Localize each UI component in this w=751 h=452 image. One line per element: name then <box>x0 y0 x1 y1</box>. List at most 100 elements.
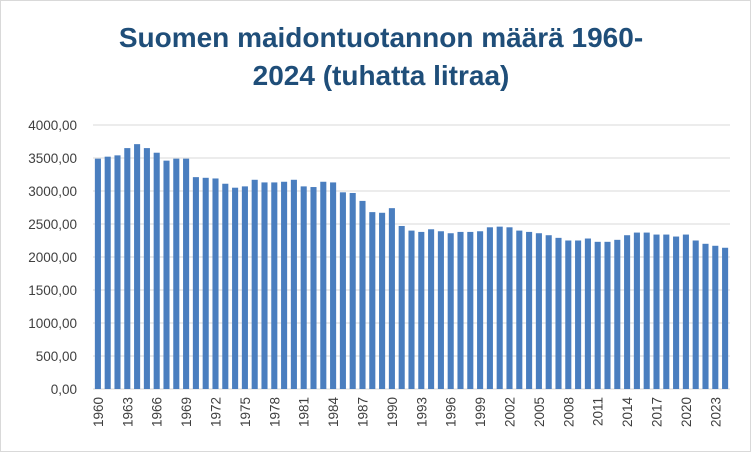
x-tick-label: 1990 <box>385 397 400 427</box>
x-tick-label: 1960 <box>91 397 106 427</box>
bar-1984 <box>330 182 337 389</box>
bars <box>94 144 729 389</box>
bar-2009 <box>575 240 582 389</box>
x-tick-label: 2002 <box>503 397 518 427</box>
bar-1992 <box>408 230 415 389</box>
x-tick-label: 2017 <box>650 397 665 427</box>
x-axis-tick-labels: 1960 1963 1966 1969 1972 1975 1978 1981 1984 1987… <box>91 397 723 428</box>
bar-2024 <box>722 247 729 389</box>
bar-1986 <box>349 192 356 389</box>
bar-1977 <box>261 182 268 389</box>
bar-1969 <box>183 158 190 389</box>
bar-2022 <box>702 243 709 389</box>
x-tick-label: 1978 <box>267 397 282 427</box>
bar-2008 <box>565 240 572 389</box>
x-tick-label: 1987 <box>356 397 371 427</box>
bar-2019 <box>673 236 680 389</box>
bar-2004 <box>526 231 533 389</box>
bar-1993 <box>418 231 425 389</box>
bar-1998 <box>467 231 474 389</box>
bar-1978 <box>271 182 278 389</box>
bar-1962 <box>114 155 121 389</box>
x-tick-label: 1996 <box>444 397 459 427</box>
x-tick-label: 1999 <box>473 397 488 427</box>
bar-1995 <box>437 231 444 389</box>
bar-1988 <box>369 212 376 389</box>
x-tick-label: 1966 <box>150 397 165 427</box>
chart-title-line-2: 2024 (tuhatta litraa) <box>252 60 510 91</box>
bar-1979 <box>281 181 288 389</box>
bar-1973 <box>222 183 229 389</box>
bar-2014 <box>624 235 631 389</box>
chart-title: Suomen maidontuotannon määrä 1960- 2024 … <box>61 19 701 95</box>
bar-1965 <box>143 148 150 389</box>
x-tick-label: 2020 <box>679 397 694 427</box>
bar-1976 <box>251 179 258 389</box>
bar-2020 <box>682 234 689 389</box>
bar-1980 <box>290 179 297 389</box>
x-tick-label: 1969 <box>179 397 194 427</box>
bar-1968 <box>173 158 180 389</box>
x-tick-label: 1975 <box>238 397 253 427</box>
bar-2011 <box>594 241 601 389</box>
x-tick-label: 1981 <box>297 397 312 427</box>
bar-1970 <box>192 177 199 389</box>
bar-1960 <box>94 158 101 389</box>
y-tick-label: 0,00 <box>51 382 77 397</box>
bar-1991 <box>398 225 405 389</box>
y-tick-label: 2500,00 <box>28 217 77 232</box>
x-tick-label: 1984 <box>326 397 341 428</box>
x-tick-label: 2005 <box>532 397 547 427</box>
bar-2021 <box>692 240 699 389</box>
bar-2003 <box>516 230 523 389</box>
bar-2005 <box>535 233 542 389</box>
bar-1975 <box>241 186 248 389</box>
y-tick-label: 4000,00 <box>28 118 77 133</box>
bar-2012 <box>604 241 611 389</box>
bar-2018 <box>663 234 670 389</box>
bar-2000 <box>486 227 493 389</box>
bar-2016 <box>643 232 650 389</box>
bar-1971 <box>202 177 209 389</box>
y-tick-label: 3500,00 <box>28 151 77 166</box>
bar-1997 <box>457 231 464 389</box>
bar-1989 <box>379 212 386 389</box>
bar-2002 <box>506 227 513 389</box>
bar-1999 <box>477 231 484 389</box>
bar-1985 <box>339 192 346 389</box>
bar-1983 <box>320 181 327 389</box>
bar-1996 <box>447 233 454 389</box>
bar-1990 <box>388 208 395 389</box>
bar-2006 <box>545 235 552 389</box>
bar-1961 <box>104 156 111 389</box>
x-tick-label: 1963 <box>120 397 135 427</box>
bar-2023 <box>712 245 719 389</box>
bar-1967 <box>163 160 170 389</box>
bar-2015 <box>633 232 640 389</box>
x-tick-label: 2023 <box>708 397 723 427</box>
bar-1963 <box>124 148 131 389</box>
y-tick-label: 3000,00 <box>28 184 77 199</box>
x-tick-label: 1972 <box>209 397 224 427</box>
bar-2017 <box>653 234 660 389</box>
y-tick-label: 500,00 <box>36 349 77 364</box>
bar-2013 <box>614 239 621 389</box>
y-tick-label: 1000,00 <box>28 316 77 331</box>
chart-title-line-1: Suomen maidontuotannon määrä 1960- <box>118 22 644 53</box>
bar-1974 <box>232 187 239 389</box>
bar-1987 <box>359 200 366 389</box>
x-tick-label: 2014 <box>620 397 635 428</box>
bar-1972 <box>212 178 219 389</box>
y-axis-tick-labels: 0,00 500,00 1000,00 1500,00 2000,00 2500,00 30… <box>28 118 77 397</box>
bar-2010 <box>584 238 591 389</box>
bar-2007 <box>555 237 562 389</box>
bar-1966 <box>153 152 160 389</box>
y-tick-label: 1500,00 <box>28 283 77 298</box>
bar-1981 <box>300 186 307 389</box>
bar-1982 <box>310 187 317 389</box>
bar-1964 <box>134 144 141 389</box>
x-tick-label: 2011 <box>591 397 606 426</box>
x-tick-label: 2008 <box>561 397 576 427</box>
